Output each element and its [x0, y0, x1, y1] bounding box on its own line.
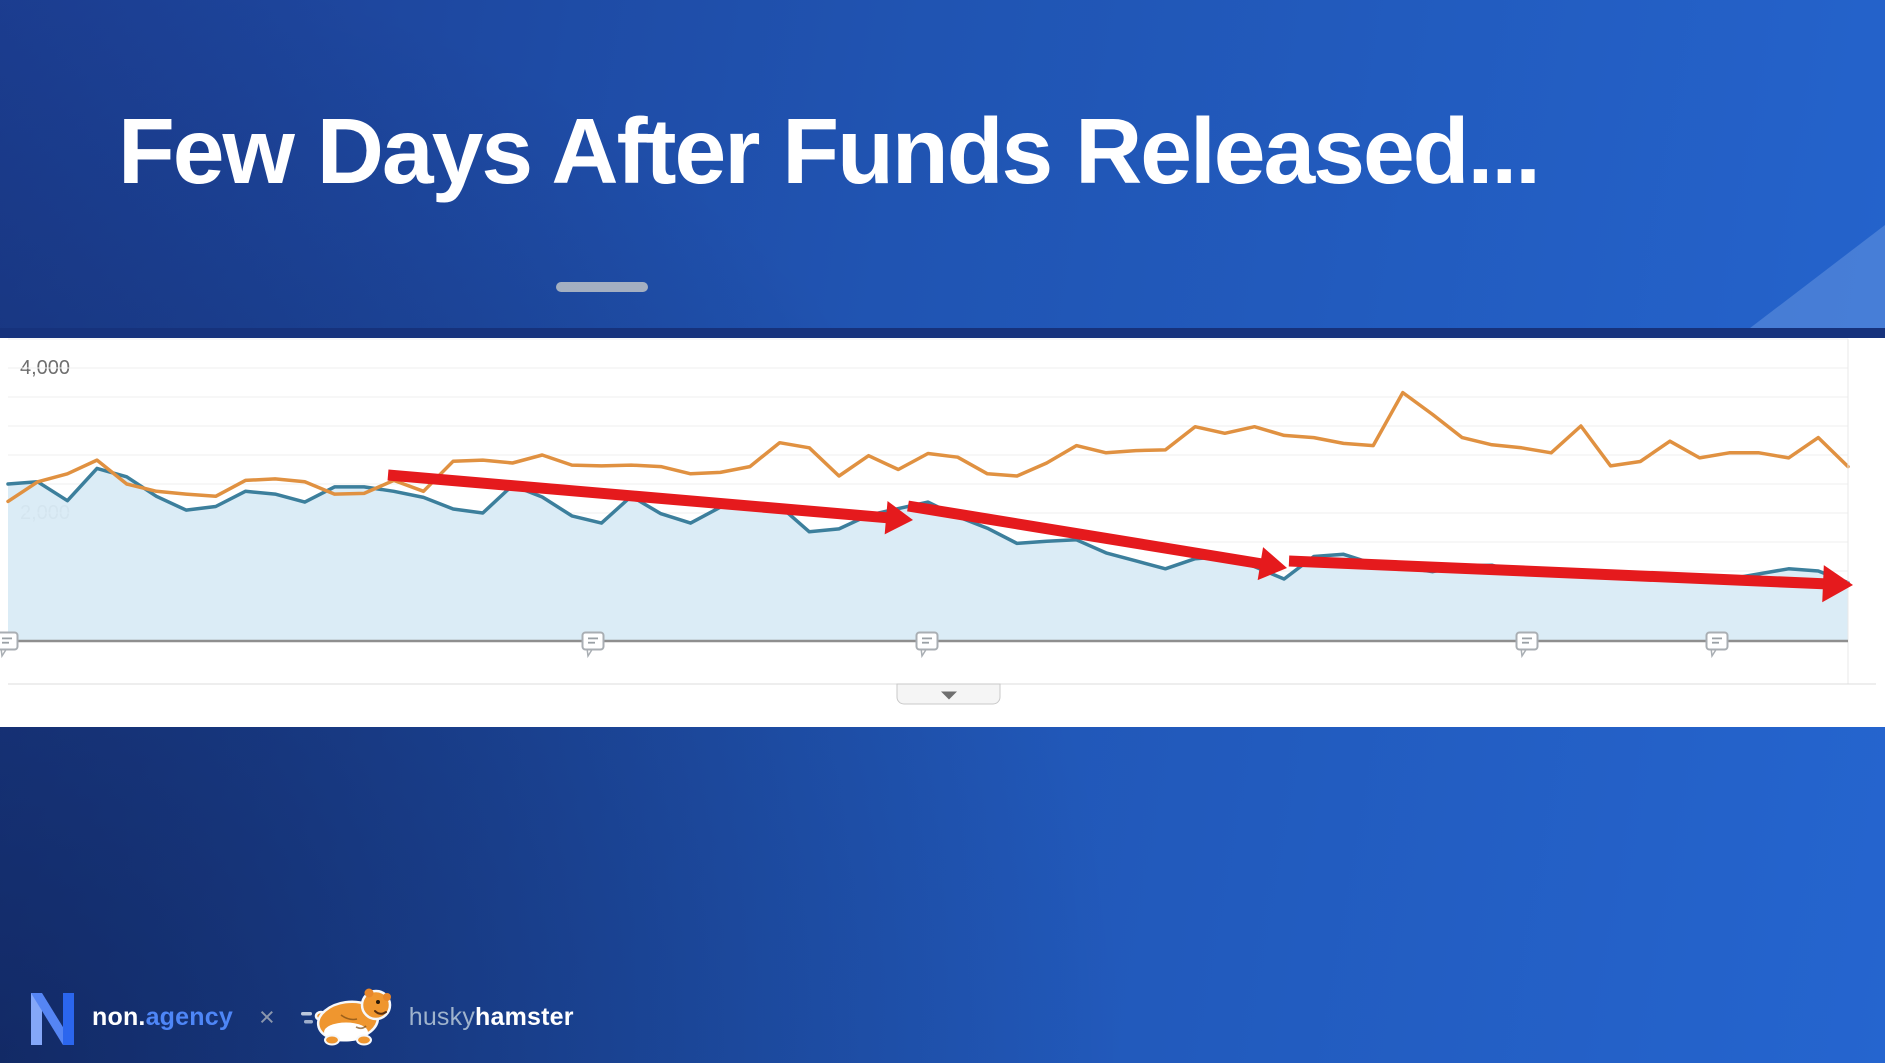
annotation-marker-glyph	[1522, 637, 1532, 640]
trend-arrow-head	[1257, 547, 1287, 581]
trend-arrow-shaft	[907, 500, 1265, 570]
chart-canvas	[0, 338, 1876, 705]
chart-screenshot-top-edge	[0, 328, 1885, 338]
sessions-area-fill	[8, 468, 1848, 640]
trend-arrow-head	[1822, 565, 1853, 603]
non-agency-logo-icon	[31, 993, 74, 1045]
annotation-marker-glyph	[2, 641, 9, 644]
trend-arrow-head	[884, 501, 913, 535]
annotation-marker-glyph	[922, 641, 929, 644]
footer-brand-bar: non.agency × huskyhamster	[28, 982, 574, 1052]
comparison-line-series	[6, 390, 1850, 504]
trend-arrow-shaft	[1288, 555, 1827, 590]
non-agency-word-agency: agency	[145, 1002, 233, 1031]
annotation-marker-icon[interactable]	[1515, 631, 1539, 651]
husky-hamster-wordmark: huskyhamster	[409, 1003, 574, 1032]
annotation-marker-glyph	[2, 637, 12, 640]
annotation-marker-icon[interactable]	[0, 631, 19, 651]
trend-arrow-shaft	[387, 469, 890, 524]
non-agency-dot: .	[138, 1002, 146, 1031]
husky-word: husky	[408, 1002, 476, 1031]
chevron-down-icon	[941, 691, 957, 700]
clipped-ui-fragment	[556, 282, 648, 292]
husky-hamster-logo-icon	[300, 988, 391, 1046]
non-agency-wordmark: non.agency	[92, 1003, 233, 1032]
hamster-word: hamster	[475, 1002, 574, 1031]
annotation-marker-glyph	[1522, 641, 1529, 644]
annotation-marker-glyph	[1712, 641, 1719, 644]
analytics-chart: 4,000 2,000	[0, 338, 1885, 727]
annotation-marker-glyph	[588, 641, 595, 644]
collaboration-cross-symbol: ×	[258, 1001, 275, 1032]
annotation-marker-icon[interactable]	[915, 631, 939, 651]
corner-accent-shape	[1737, 225, 1885, 338]
non-agency-word-non: non	[92, 1002, 139, 1031]
annotation-marker-icon[interactable]	[581, 631, 605, 651]
slide-title: Few Days After Funds Released...	[118, 99, 1541, 204]
annotation-marker-icon[interactable]	[1705, 631, 1729, 651]
annotation-marker-glyph	[922, 637, 932, 640]
annotation-marker-glyph	[588, 637, 598, 640]
annotation-marker-glyph	[1712, 637, 1722, 640]
